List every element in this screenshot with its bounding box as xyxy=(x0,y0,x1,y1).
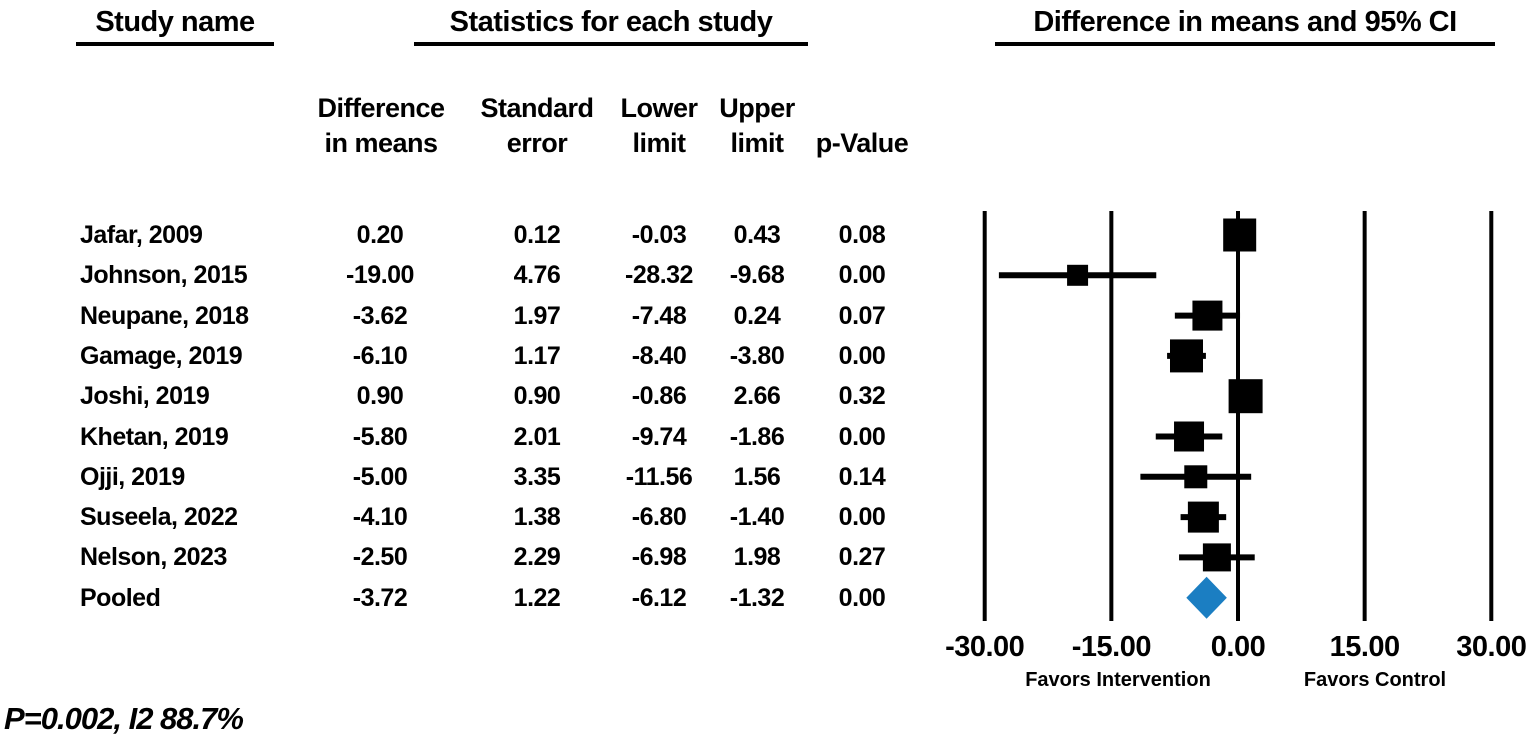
p-cell: 0.00 xyxy=(838,341,886,370)
stats-col-header-line1: Lower xyxy=(620,93,698,123)
lower-cell: -11.56 xyxy=(625,462,693,491)
upper-cell: 2.66 xyxy=(733,382,781,411)
upper-cell: 1.98 xyxy=(733,543,781,572)
diff-cell: -3.72 xyxy=(352,583,408,612)
upper-cell: 0.43 xyxy=(733,221,781,249)
upper-cell: -9.68 xyxy=(729,261,785,290)
stats-col-header-in-means: Difference in means xyxy=(317,91,445,161)
se-cell: 2.01 xyxy=(513,422,561,451)
lower-cell: -7.48 xyxy=(631,301,687,330)
study-name-cell: Gamage, 2019 xyxy=(80,341,243,370)
p-cell: 0.00 xyxy=(838,261,886,290)
diff-cell: -6.10 xyxy=(352,341,408,370)
se-cell: 0.12 xyxy=(513,221,561,249)
p-cell: 0.00 xyxy=(838,422,886,451)
diff-cell: 0.90 xyxy=(356,382,404,411)
p-cell: 0.07 xyxy=(838,301,886,330)
axis-tick-label: 15.00 xyxy=(1329,631,1401,663)
p-cell: 0.32 xyxy=(838,382,886,411)
study-name-cell: Ojji, 2019 xyxy=(80,462,185,491)
upper-cell: 1.56 xyxy=(733,462,781,491)
stats-col-header-line2: p-Value xyxy=(815,128,909,158)
upper-cell: -1.32 xyxy=(729,583,785,612)
p-cell: 0.27 xyxy=(838,543,886,572)
effect-square xyxy=(1202,543,1231,572)
p-cell: 0.00 xyxy=(838,583,886,612)
stats-col-header-line2: limit xyxy=(730,128,784,158)
lower-cell: -8.40 xyxy=(631,341,687,370)
stats-col-header-limit: Lower limit xyxy=(620,91,698,161)
se-cell: 1.17 xyxy=(513,341,561,370)
p-cell: 0.14 xyxy=(838,462,886,491)
stats-col-header-p-value: p-Value xyxy=(816,91,909,161)
heterogeneity-footnote: P=0.002, I2 88.7% xyxy=(4,701,244,736)
lower-cell: -6.80 xyxy=(631,503,687,532)
se-cell: 1.97 xyxy=(513,301,561,330)
lower-cell: -6.98 xyxy=(631,543,687,572)
study-name-cell: Jafar, 2009 xyxy=(80,221,203,249)
diff-cell: -3.62 xyxy=(352,301,408,330)
upper-cell: -1.86 xyxy=(729,422,785,451)
study-name-cell: Pooled xyxy=(80,583,161,612)
study-name-cell: Joshi, 2019 xyxy=(80,382,210,411)
se-cell: 4.76 xyxy=(513,261,561,290)
axis-tick-label: -15.00 xyxy=(1071,631,1152,663)
effect-square xyxy=(1228,379,1263,414)
pooled-diamond xyxy=(1186,576,1227,619)
p-cell: 0.00 xyxy=(838,503,886,532)
se-cell: 3.35 xyxy=(513,462,561,491)
effect-square xyxy=(1169,339,1203,373)
stats-col-header-line2: error xyxy=(506,128,568,158)
study-name-cell: Johnson, 2015 xyxy=(80,261,248,290)
stats-col-header-line2: limit xyxy=(632,128,686,158)
lower-cell: -6.12 xyxy=(631,583,687,612)
effect-square xyxy=(1067,264,1089,286)
se-cell: 1.22 xyxy=(513,583,561,612)
upper-cell: -1.40 xyxy=(729,503,785,532)
diff-cell: -2.50 xyxy=(352,543,408,572)
favors-intervention-label: Favors Intervention xyxy=(1025,669,1211,691)
study-name-cell: Suseela, 2022 xyxy=(80,503,238,532)
study-name-cell: Khetan, 2019 xyxy=(80,422,229,451)
effect-square xyxy=(1184,465,1208,489)
stats-col-header-line1: Standard xyxy=(480,93,594,123)
effect-square xyxy=(1187,501,1219,533)
diff-cell: -4.10 xyxy=(352,503,408,532)
study-name-cell: Neupane, 2018 xyxy=(80,301,249,330)
stats-col-header-line1: Upper xyxy=(719,93,795,123)
axis-tick-label: 30.00 xyxy=(1456,631,1527,663)
lower-cell: -28.32 xyxy=(625,261,693,290)
upper-cell: -3.80 xyxy=(729,341,785,370)
lower-cell: -0.03 xyxy=(631,221,687,249)
p-cell: 0.08 xyxy=(838,221,886,249)
study-name-cell: Nelson, 2023 xyxy=(80,543,227,572)
diff-cell: 0.20 xyxy=(356,221,404,249)
lower-cell: -0.86 xyxy=(631,382,687,411)
stats-col-header-limit: Upper limit xyxy=(719,91,795,161)
se-cell: 2.29 xyxy=(513,543,561,572)
favors-control-label: Favors Control xyxy=(1303,669,1447,691)
axis-tick-label: -30.00 xyxy=(945,631,1025,663)
diff-cell: -5.80 xyxy=(352,422,408,451)
effect-square xyxy=(1174,421,1205,452)
stats-col-header-line2: in means xyxy=(324,128,438,158)
axis-tick-label: 0.00 xyxy=(1210,631,1266,663)
plot-header: Difference in means and 95% CI xyxy=(995,6,1495,46)
stats-col-header-line1: Difference xyxy=(317,93,445,123)
diff-cell: -19.00 xyxy=(346,261,414,290)
study-name-header: Study name xyxy=(76,6,274,46)
lower-cell: -9.74 xyxy=(631,422,687,451)
stats-header: Statistics for each study xyxy=(414,6,808,46)
diff-cell: -5.00 xyxy=(352,462,408,491)
se-cell: 1.38 xyxy=(513,503,561,532)
effect-square xyxy=(1223,218,1257,252)
se-cell: 0.90 xyxy=(513,382,561,411)
upper-cell: 0.24 xyxy=(733,301,781,330)
stats-col-header-error: Standard error xyxy=(480,91,594,161)
effect-square xyxy=(1192,300,1223,331)
